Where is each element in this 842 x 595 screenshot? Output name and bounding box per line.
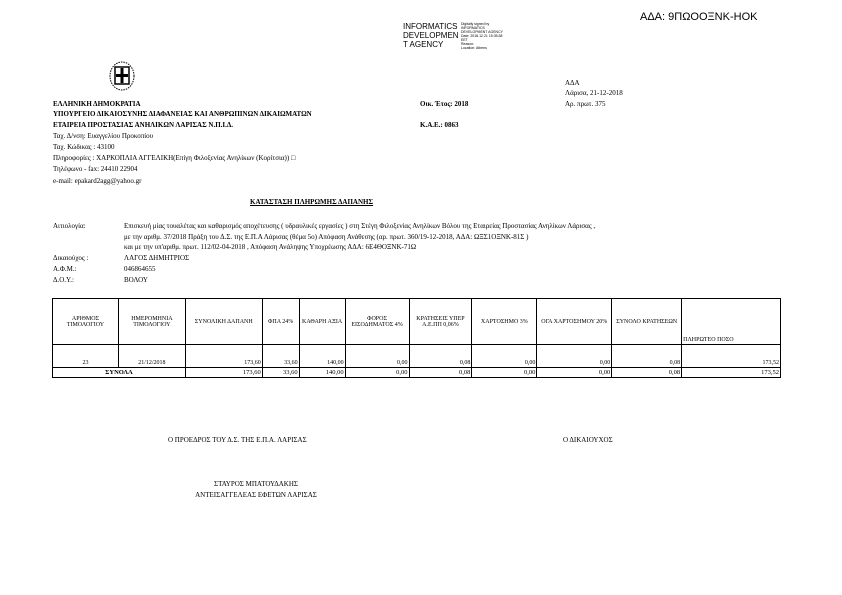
cell: 0,00: [471, 344, 538, 368]
beneficiary-label: Δικαιούχος :: [53, 254, 89, 262]
email: e-mail: epakard2agg@yahoo.gr: [53, 177, 142, 185]
doy-label: Δ.Ο.Υ.:: [53, 276, 74, 284]
cell: 33,60: [261, 344, 300, 368]
doy-value: ΒΟΛΟΥ: [124, 276, 148, 284]
address: Ταχ. Δ/νση: Ευαγγελίου Προκοπίου: [53, 132, 154, 140]
total-cell: 0,00: [471, 367, 538, 378]
cell: 140,00: [298, 344, 346, 368]
ada-label: ΑΔΑ: [565, 79, 580, 87]
cell: 173,60: [184, 344, 263, 368]
cell: 0,08: [611, 344, 683, 368]
reason-line: με την αριθμ. 37/2018 Πράξη του Δ.Σ. της…: [124, 233, 529, 241]
postal-code: Ταχ. Κώδικας : 43100: [53, 143, 115, 151]
ada-stamp: ΑΔΑ: 9ΠΩΟΟΞΝΚ-ΗΟΚ: [640, 11, 758, 23]
sig-detail: Location: Athens: [461, 46, 487, 50]
cell: 23: [52, 344, 119, 368]
col-header: ΧΑΡΤΟΣΗΜΟ 3%: [471, 298, 538, 345]
col-header: ΟΓΑ ΧΑΡΤΟΣΗΜΟΥ 20%: [536, 298, 613, 345]
cell: 0,00: [536, 344, 613, 368]
sig-detail: Reason:: [461, 42, 475, 46]
phone: Τηλέφωνο - fax: 24410 22904: [53, 165, 138, 173]
total-cell: 140,00: [298, 367, 346, 378]
reason-line: Επισκευή μίας τουαλέτας και καθαρισμός α…: [124, 222, 596, 230]
sig-org-line: INFORMATICS: [403, 22, 458, 31]
col-header: ΑΡΙΘΜΟΣ ΤΙΜΟΛΟΓΙΟΥ: [52, 298, 119, 345]
president-title: Ο ΠΡΟΕΔΡΟΣ ΤΟΥ Δ.Σ. ΤΗΣ Ε.Π.Α. ΛΑΡΙΣΑΣ: [168, 436, 307, 444]
total-cell: 173,60: [184, 367, 263, 378]
total-cell: 0,08: [611, 367, 683, 378]
sig-detail: EET: [461, 38, 468, 42]
table-header-row: ΑΡΙΘΜΟΣ ΤΙΜΟΛΟΓΙΟΥ ΗΜΕΡΟΜΗΝΙΑ ΤΙΜΟΛΟΓΙΟΥ…: [52, 298, 781, 345]
place-date: Λάρισα, 21-12-2018: [565, 89, 623, 97]
afm-value: 046864655: [124, 265, 156, 273]
col-header: ΚΡΑΤΗΣΕΙΣ ΥΠΕΡ Α.Ε.ΠΠ 0,06%: [408, 298, 473, 345]
col-header: ΚΑΘΑΡΗ ΑΞΙΑ: [298, 298, 346, 345]
total-cell: 0,00: [536, 367, 613, 378]
cell: 0,00: [344, 344, 410, 368]
page-title: ΚΑΤΑΣΤΑΣΗ ΠΛΗΡΩΜΗΣ ΔΑΠΑΝΗΣ: [250, 198, 374, 206]
col-header: ΣΥΝΟΛΙΚΗ ΔΑΠΑΝΗ: [184, 298, 263, 345]
total-cell: 33,60: [261, 367, 300, 378]
total-cell: 173,52: [681, 367, 781, 378]
header-line: ΕΛΛΗΝΙΚΗ ΔΗΜΟΚΡΑΤΙΑ: [53, 100, 141, 108]
protocol-number: Αρ. πρωτ. 375: [565, 100, 606, 108]
total-cell: 0,00: [344, 367, 410, 378]
sig-detail: Digitally signed by: [461, 22, 490, 26]
reason-label: Αιτιολογία:: [53, 222, 86, 230]
beneficiary-value: ΛΑΓΟΣ ΔΗΜΗΤΡΙΟΣ: [124, 254, 190, 262]
col-header: ΗΜΕΡΟΜΗΝΙΑ ΤΙΜΟΛΟΓΙΟΥ: [117, 298, 186, 345]
signatory-name: ΣΤΑΥΡΟΣ ΜΠΑΤΟΥΔΑΚΗΣ: [214, 480, 298, 488]
kae-code: Κ.Α.Ε.: 0863: [420, 121, 459, 129]
sig-detail: DEVELOPMENT AGENCY: [461, 30, 503, 34]
afm-label: Α.Φ.Μ.:: [53, 265, 77, 273]
cell: 21/12/2018: [117, 344, 186, 368]
col-header: ΦΠΑ 24%: [261, 298, 300, 345]
reason-line: και με την υπ'αριθμ. πρωτ. 112/02-04-201…: [124, 243, 417, 251]
digital-signature-details: Digitally signed by INFORMATICS DEVELOPM…: [461, 22, 503, 50]
contact-info: Πληροφορίες : ΧΑΡΚΟΠΛΙΑ ΑΓΓΕΛΙΚΗ(Επίγη Φ…: [53, 154, 296, 162]
cell: 0,08: [408, 344, 473, 368]
digital-signature-org: INFORMATICS DEVELOPMEN T AGENCY: [403, 22, 459, 49]
total-cell: 0,08: [408, 367, 473, 378]
col-header: ΦΟΡΟΣ ΕΙΣΟΔΗΜΑΤΟΣ 4%: [344, 298, 410, 345]
header-line: ΕΤΑΙΡΕΙΑ ΠΡΟΣΤΑΣΙΑΣ ΑΝΗΛΙΚΩΝ ΛΑΡΙΣΑΣ Ν.Π…: [53, 121, 234, 129]
greek-coat-of-arms-icon: [109, 61, 135, 91]
sig-detail: INFORMATICS: [461, 26, 485, 30]
totals-label: ΣΥΝΟΛΑ: [52, 367, 186, 378]
signatory-role: ΑΝΤΕΙΣΑΓΓΕΛΕΑΣ ΕΦΕΤΩΝ ΛΑΡΙΣΑΣ: [195, 491, 317, 499]
totals-row: ΣΥΝΟΛΑ 173,60 33,60 140,00 0,00 0,08 0,0…: [52, 367, 781, 378]
payment-table: ΑΡΙΘΜΟΣ ΤΙΜΟΛΟΓΙΟΥ ΗΜΕΡΟΜΗΝΙΑ ΤΙΜΟΛΟΓΙΟΥ…: [52, 298, 781, 378]
fiscal-year: Οικ. Έτος: 2018: [420, 100, 469, 108]
cell: 173,52: [681, 344, 781, 368]
sig-org-line: T AGENCY: [403, 40, 444, 49]
col-header: ΣΥΝΟΛΟ ΚΡΑΤΗΣΕΩΝ: [611, 298, 683, 345]
sig-org-line: DEVELOPMEN: [403, 31, 459, 40]
table-row: 23 21/12/2018 173,60 33,60 140,00 0,00 0…: [52, 344, 781, 368]
sig-detail: Date: 2018.12.21 15:35:38: [461, 34, 503, 38]
col-header: ΠΛΗΡΩΤΕΟ ΠΟΣΟ: [681, 298, 781, 345]
beneficiary-signature-label: Ο ΔΙΚΑΙΟΥΧΟΣ: [563, 436, 613, 444]
header-line: ΥΠΟΥΡΓΕΙΟ ΔΙΚΑΙΟΣΥΝΗΣ ΔΙΑΦΑΝΕΙΑΣ ΚΑΙ ΑΝΘ…: [53, 110, 312, 118]
